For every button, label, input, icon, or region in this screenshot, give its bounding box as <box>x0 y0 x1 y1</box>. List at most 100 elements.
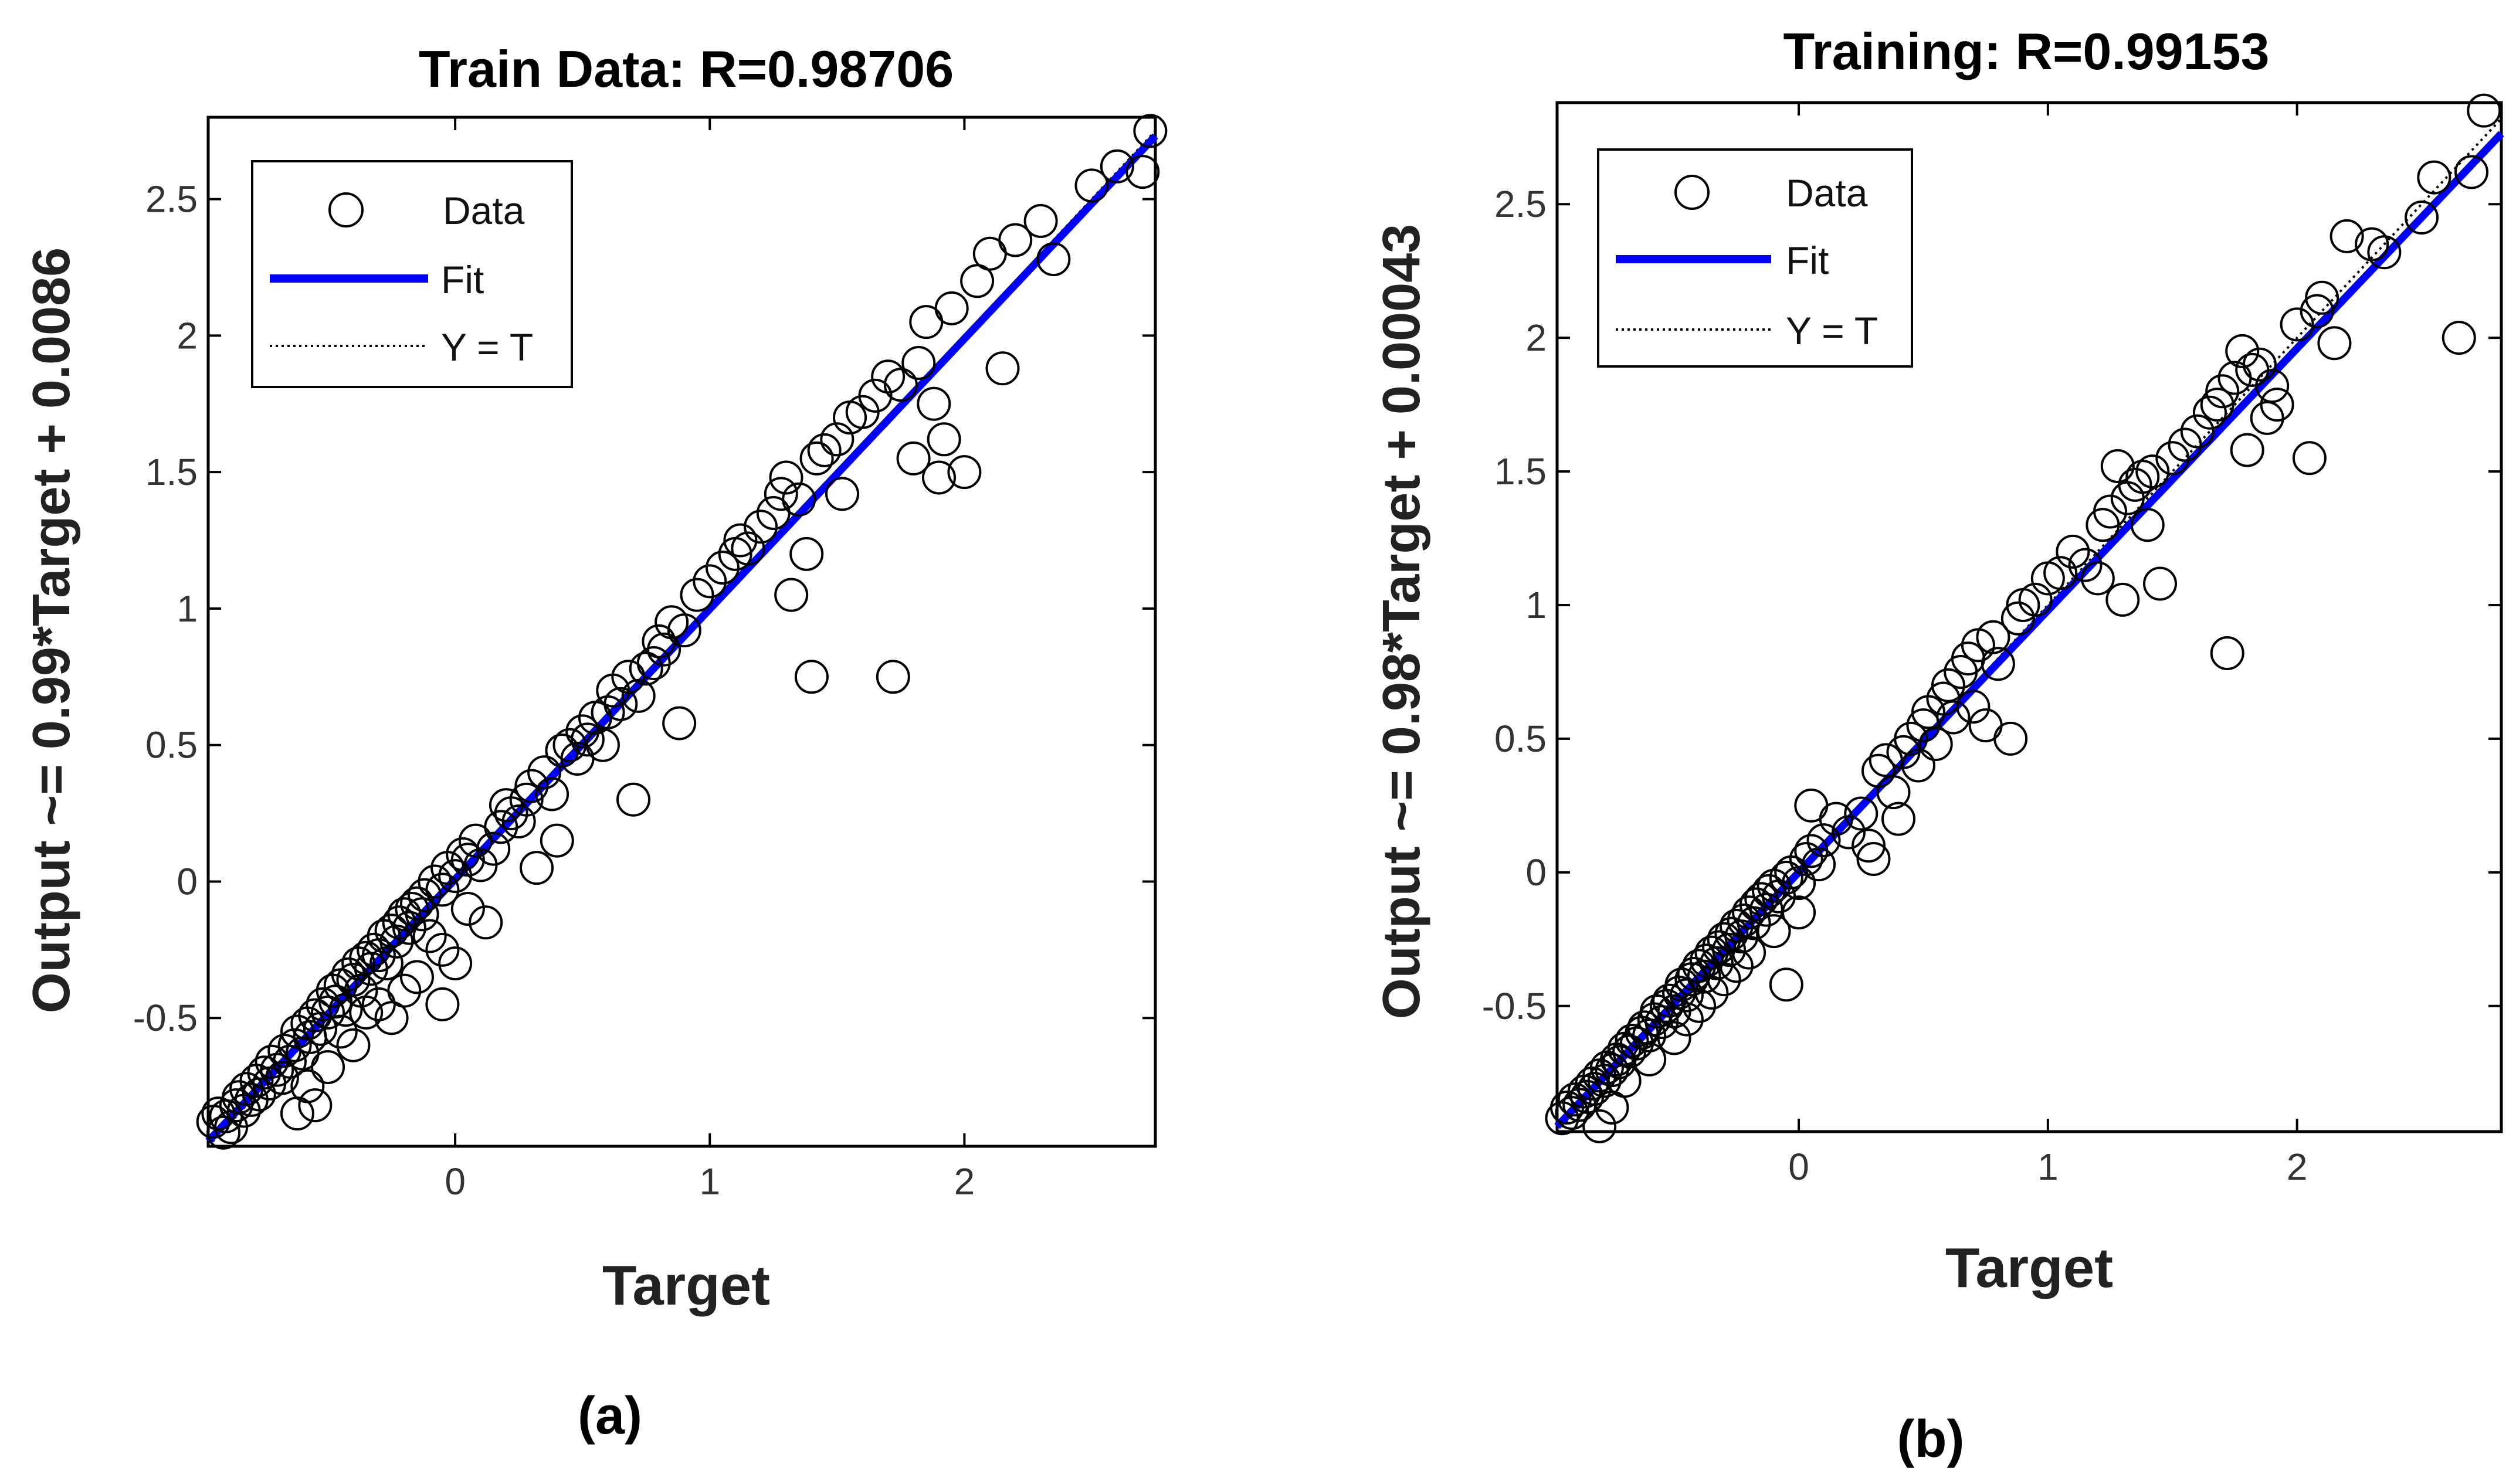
y-tick-label: 1 <box>177 588 198 630</box>
data-point <box>693 564 727 599</box>
legend-data-label: Data <box>443 189 525 232</box>
panel-label-a: (a) <box>578 1387 642 1445</box>
data-point <box>1936 700 1971 735</box>
data-point <box>379 924 414 959</box>
data-point <box>2329 219 2364 253</box>
data-point <box>1682 989 1717 1023</box>
legend-data-label: Data <box>1786 171 1868 215</box>
data-point <box>520 851 554 885</box>
data-point <box>934 291 969 325</box>
data-point <box>2118 467 2152 502</box>
x-tick-label: 1 <box>699 1160 720 1203</box>
data-point <box>662 706 697 741</box>
data-point <box>412 919 447 953</box>
data-point <box>311 1050 345 1084</box>
data-point <box>1901 748 1935 783</box>
data-points <box>1545 93 2501 1143</box>
data-point <box>1632 1042 1667 1077</box>
data-point <box>917 386 951 421</box>
data-point <box>2130 508 2165 542</box>
chart-title: Training: R=0.99153 <box>1783 22 2269 80</box>
y-tick-label: 0.5 <box>145 724 198 766</box>
data-point <box>2168 427 2202 462</box>
data-point <box>2192 395 2227 430</box>
data-point <box>311 995 345 1030</box>
data-point <box>647 632 681 667</box>
data-point <box>876 660 910 694</box>
data-point <box>514 769 549 803</box>
data-point <box>789 536 824 571</box>
data-point <box>2442 321 2476 355</box>
data-point <box>1687 959 1721 994</box>
data-point <box>277 1028 312 1062</box>
data-point <box>425 987 460 1021</box>
x-ticks: 0 1 2 <box>1788 103 2307 1188</box>
data-point <box>723 523 758 558</box>
data-point <box>527 755 562 790</box>
data-point <box>1782 866 1816 901</box>
data-point <box>1844 796 1878 831</box>
data-point <box>392 911 426 945</box>
legend-yt-label: Y = T <box>441 325 533 369</box>
y-tick-label: 2 <box>1525 317 1547 359</box>
data-point <box>1100 149 1134 184</box>
data-point <box>2068 548 2103 582</box>
data-point <box>2000 601 2035 636</box>
plot-area-frame <box>206 116 1157 1148</box>
data-point <box>425 932 460 967</box>
y-tick-label: 1.5 <box>145 451 198 493</box>
data-point <box>1782 895 1816 930</box>
data-point <box>1607 1064 1642 1098</box>
data-point <box>374 1001 409 1035</box>
data-point <box>1856 842 1891 877</box>
data-point <box>764 477 798 511</box>
y-axis-label: Output ~= 0.98*Target + 0.00043 <box>1372 224 1431 1019</box>
data-point <box>540 823 574 858</box>
data-point <box>744 510 778 544</box>
data-point <box>680 578 714 612</box>
legend-fit-label: Fit <box>441 258 484 301</box>
data-point <box>369 946 403 981</box>
data-point <box>399 960 434 994</box>
data-point <box>535 777 569 811</box>
data-point <box>1852 828 1886 863</box>
data-point <box>387 973 422 1008</box>
data-point <box>998 223 1033 257</box>
data-point <box>2135 454 2170 489</box>
data-point <box>303 1011 338 1046</box>
data-point <box>1074 168 1109 203</box>
data-point <box>1894 721 1928 756</box>
data-point <box>2125 460 2160 494</box>
data-point <box>629 651 663 686</box>
y-tick-label: -0.5 <box>1482 985 1547 1027</box>
data-point <box>2317 326 2352 361</box>
data-point <box>469 905 503 940</box>
data-point <box>616 782 651 817</box>
data-point <box>2018 582 2053 617</box>
data-point <box>799 441 834 476</box>
data-point <box>2225 334 2260 368</box>
data-point <box>265 1061 299 1095</box>
data-point <box>1719 949 1754 983</box>
data-point <box>1724 919 1759 954</box>
data-point <box>1712 933 1747 967</box>
data-point <box>2292 441 2327 476</box>
legend-box: Data Fit Y = T <box>1597 148 1913 368</box>
data-point <box>336 1028 371 1062</box>
data-point <box>387 897 422 932</box>
data-point <box>1023 203 1058 238</box>
data-point <box>1632 1018 1667 1052</box>
data-point <box>242 1077 276 1112</box>
data-point <box>545 733 579 768</box>
data-point <box>794 660 829 694</box>
data-point <box>290 1069 325 1103</box>
data-point <box>1694 975 1729 1010</box>
data-point <box>1615 1024 1649 1058</box>
data-point <box>2205 374 2240 409</box>
data-point <box>336 963 371 997</box>
x-tick-label: 0 <box>1788 1146 1809 1188</box>
data-point <box>705 551 740 585</box>
data-point <box>476 831 511 866</box>
data-point <box>1125 155 1160 189</box>
